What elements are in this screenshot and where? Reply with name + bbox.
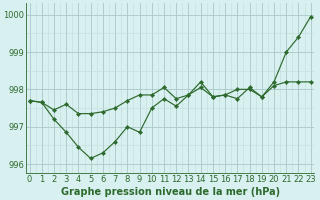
X-axis label: Graphe pression niveau de la mer (hPa): Graphe pression niveau de la mer (hPa) xyxy=(60,187,280,197)
